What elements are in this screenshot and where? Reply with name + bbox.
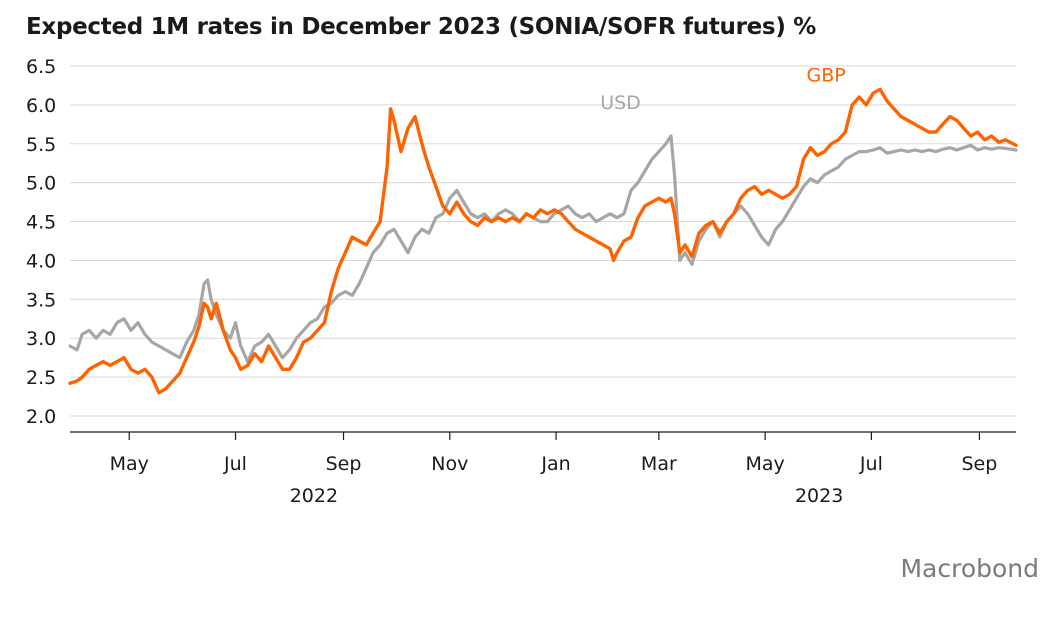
x-tick-label: May — [110, 453, 149, 475]
chart-title: Expected 1M rates in December 2023 (SONI… — [26, 14, 816, 40]
x-tick-label: Mar — [641, 453, 677, 475]
series-line-gbp — [68, 87, 1018, 395]
y-tick-label: 5.0 — [26, 173, 56, 195]
series-lines — [68, 87, 1018, 395]
x-tick-label: Sep — [326, 453, 362, 475]
x-tick-label: Sep — [962, 453, 998, 475]
y-tick-label: 6.0 — [26, 95, 56, 117]
x-tick-label: Jan — [540, 453, 570, 475]
y-tick-label: 2.0 — [26, 406, 56, 428]
grid-lines — [70, 65, 1016, 417]
labels: 6.5 6.0 5.5 5.0 4.5 4.0 3.5 3.0 2.5 2.0 May Jul Sep N… — [26, 56, 997, 507]
y-tick-label: 4.0 — [26, 250, 56, 272]
x-tick-label: Jul — [859, 453, 883, 475]
x-tick-label: May — [745, 453, 784, 475]
x-year-label: 2023 — [795, 485, 843, 507]
y-tick-label: 4.5 — [26, 212, 56, 234]
series-label-usd: USD — [600, 92, 641, 114]
x-year-label: 2022 — [290, 485, 338, 507]
series-label-gbp: GBP — [806, 65, 845, 87]
y-tick-label: 5.5 — [26, 134, 56, 156]
series-line-usd — [68, 134, 1018, 364]
y-tick-label: 3.0 — [26, 328, 56, 350]
x-tick-label: Jul — [223, 453, 247, 475]
y-tick-label: 2.5 — [26, 367, 56, 389]
y-tick-label: 6.5 — [26, 56, 56, 78]
x-axis — [70, 431, 1016, 440]
source-label: Macrobond — [900, 554, 1039, 583]
y-tick-label: 3.5 — [26, 289, 56, 311]
x-tick-label: Nov — [431, 453, 468, 475]
